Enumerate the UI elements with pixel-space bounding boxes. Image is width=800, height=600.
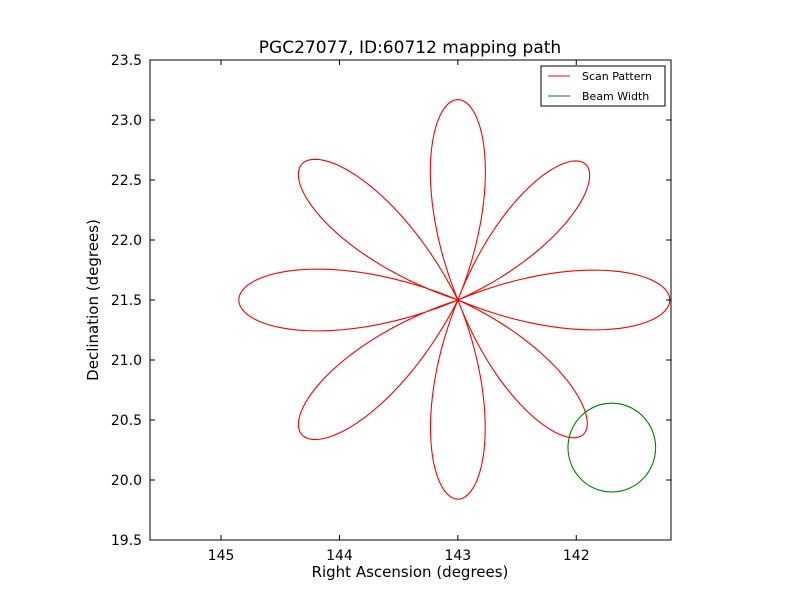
scan-pattern-line	[238, 99, 671, 500]
x-axis-label: Right Ascension (degrees)	[312, 563, 509, 581]
tick-layer: 145 144 143 142 19.5 20.0 20.5 21.0 21.5 22.0 22.5…	[111, 53, 671, 564]
y-tick-label: 21.5	[111, 293, 142, 309]
series-layer	[238, 99, 671, 500]
y-tick-label: 20.5	[111, 413, 142, 429]
x-tick-label: 143	[444, 548, 471, 564]
legend: Scan Pattern Beam Width	[540, 65, 666, 107]
y-tick-label: 23.5	[111, 53, 142, 69]
legend-label-beam-width: Beam Width	[582, 90, 649, 103]
y-tick-label: 23.0	[111, 113, 142, 129]
x-tick-label: 142	[563, 548, 590, 564]
chart-title: PGC27077, ID:60712 mapping path	[259, 38, 561, 58]
y-tick-label: 21.0	[111, 353, 142, 369]
y-tick-label: 20.0	[111, 473, 142, 489]
plot-area: 145 144 143 142 19.5 20.0 20.5 21.0 21.5 22.0 22.5…	[111, 53, 672, 564]
y-tick-label: 22.0	[111, 233, 142, 249]
plot-background	[150, 60, 671, 540]
beam-width-circle	[567, 402, 657, 493]
y-tick-label: 22.5	[111, 173, 142, 189]
legend-label-scan-pattern: Scan Pattern	[582, 70, 652, 83]
legend-box	[540, 65, 666, 107]
y-axis-label: Declination (degrees)	[84, 219, 102, 381]
x-tick-label: 145	[208, 548, 235, 564]
x-tick-label: 144	[326, 548, 353, 564]
y-tick-label: 19.5	[111, 533, 142, 549]
plot-frame	[149, 59, 672, 541]
